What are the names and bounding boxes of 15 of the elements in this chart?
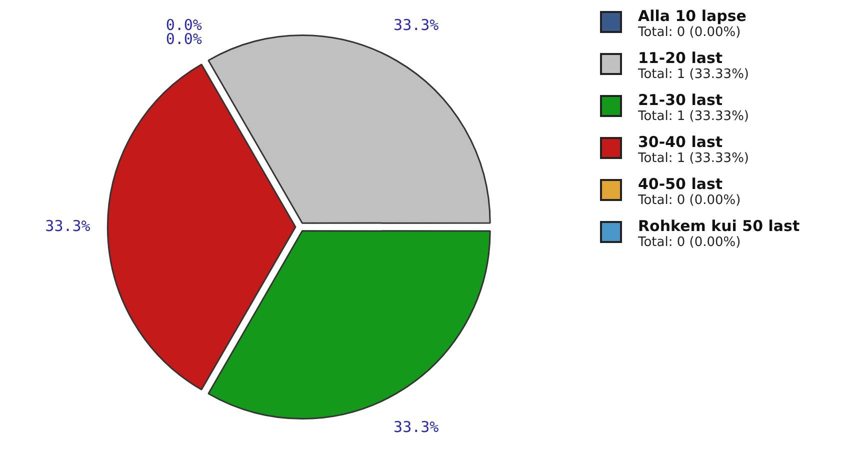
data-label: 33.3% — [394, 16, 439, 34]
legend-label: 40-50 last — [638, 175, 724, 193]
data-label: 33.3% — [45, 216, 90, 235]
legend-label: Alla 10 lapse — [638, 7, 746, 25]
legend-label: 30-40 last — [638, 133, 724, 151]
legend-label: 11-20 last — [638, 49, 724, 67]
data-label: 33.3% — [394, 418, 439, 436]
legend-label: 21-30 last — [638, 91, 724, 109]
legend-label: Rohkem kui 50 last — [638, 217, 800, 235]
text: Total: 0 (0.00%) — [638, 193, 741, 209]
text: Total: 1 (33.33%) — [638, 151, 749, 167]
text: Total: 1 (33.33%) — [638, 109, 749, 125]
text: Total: 0 (0.00%) — [638, 25, 742, 41]
text: Total: 1 (33.33%) — [638, 67, 749, 83]
text: Total: 0 (0.00%) — [638, 235, 742, 251]
